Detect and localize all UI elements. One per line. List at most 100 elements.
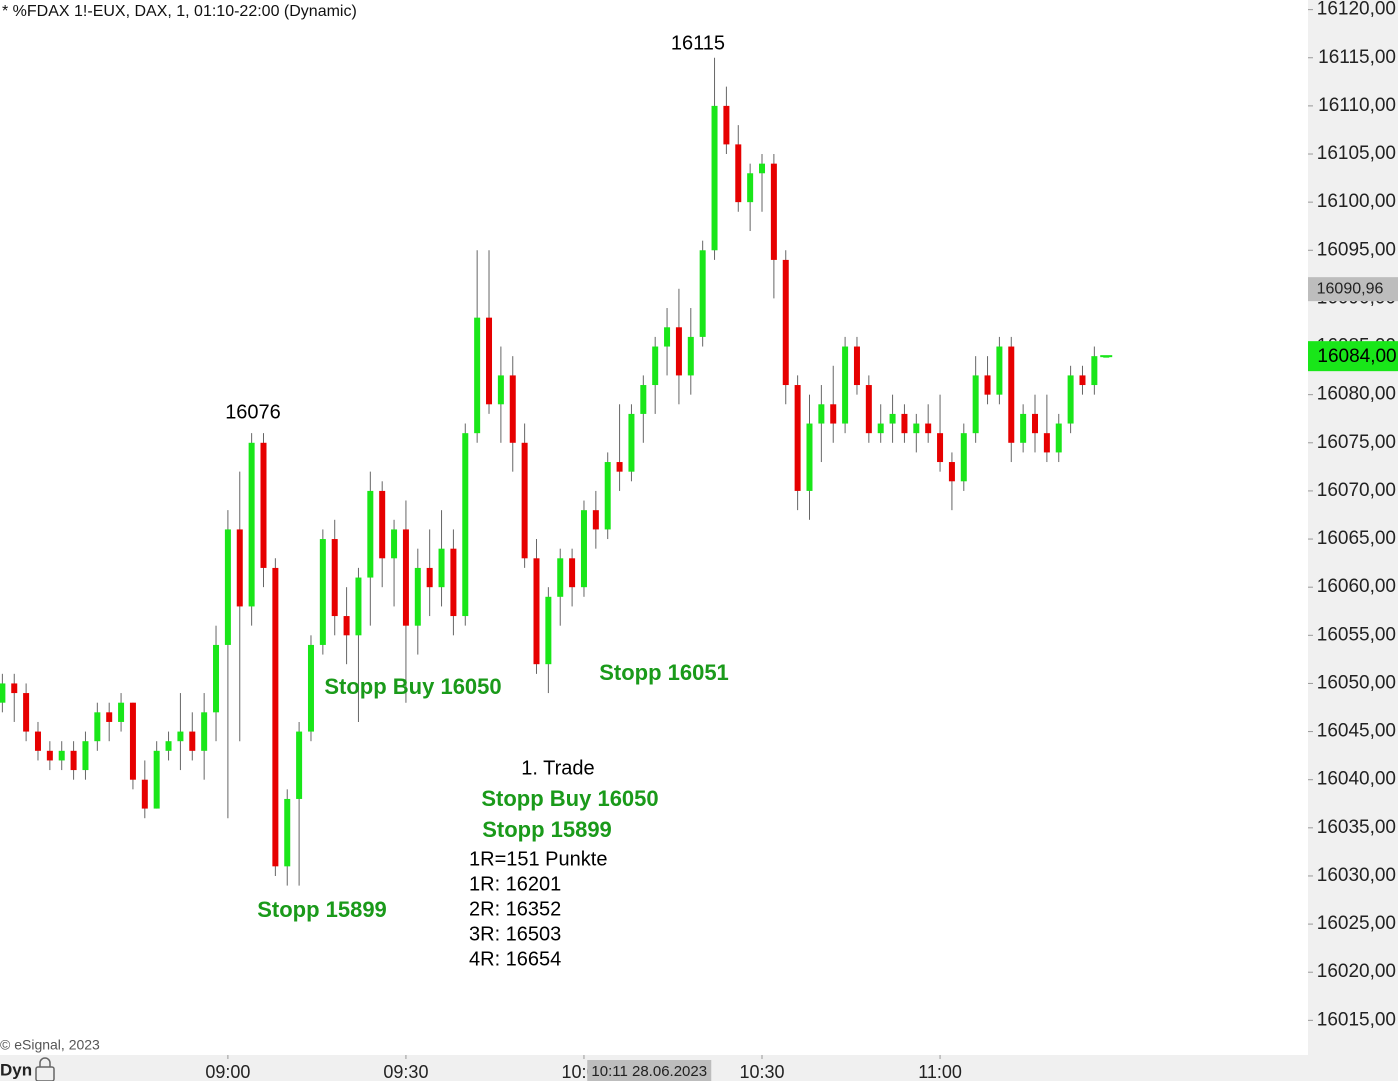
- y-tick-label: 16070,00: [1317, 480, 1396, 501]
- ticks: 16120,00 16115,00 16110,00 16105,00 16100,00…: [205, 0, 1396, 1081]
- candle-body: [1079, 375, 1086, 386]
- annotation: Stopp 16051: [599, 660, 729, 685]
- candle-body: [747, 173, 754, 203]
- candle-body: [1008, 346, 1015, 443]
- x-tick-label: 09:30: [383, 1062, 428, 1081]
- candle-body: [830, 404, 837, 424]
- candle-body: [153, 750, 160, 809]
- candle-body: [201, 712, 208, 751]
- candle-body: [557, 558, 564, 597]
- candle-body: [545, 596, 552, 665]
- candle-body: [248, 442, 255, 607]
- candle-body: [1020, 413, 1027, 443]
- overlay: 16090,96 16084,00 10:11 28.06.2023: [587, 277, 1398, 1081]
- candle-body: [972, 375, 979, 434]
- footer: © eSignal, 2023: [0, 1037, 100, 1053]
- x-tick-label: 09:00: [205, 1062, 250, 1081]
- y-tick-label: 16105,00: [1317, 143, 1396, 164]
- candle-body: [414, 567, 421, 626]
- candle-body: [177, 731, 184, 742]
- candle-body: [794, 385, 801, 491]
- annotation: 16115: [671, 32, 725, 54]
- y-tick-label: 16075,00: [1317, 432, 1396, 453]
- annotation: Stopp Buy 16050: [481, 786, 658, 811]
- y-tick-label: 16040,00: [1317, 769, 1396, 790]
- candle-body: [569, 558, 576, 588]
- y-tick-label: 16095,00: [1317, 239, 1396, 260]
- candle-body: [640, 385, 647, 414]
- candle-body: [521, 442, 528, 559]
- candle-body: [687, 336, 694, 376]
- candle-body: [129, 702, 136, 780]
- candle-body: [901, 413, 908, 434]
- annotation: 1R: 16201: [469, 873, 561, 895]
- candle-body: [141, 779, 148, 809]
- candle-body: [379, 490, 386, 559]
- candle-body: [865, 385, 872, 434]
- candle-body: [486, 317, 493, 405]
- candle-body: [759, 163, 766, 174]
- crosshair-price-box: [1308, 277, 1398, 302]
- candle-body: [616, 462, 623, 472]
- candle-body: [1032, 413, 1039, 434]
- candle-body: [367, 490, 374, 578]
- annotations: 16076 16115 Stopp Buy 16050 Stopp 16051 Stop…: [225, 32, 729, 970]
- y-tick-label: 16115,00: [1318, 47, 1396, 68]
- y-tick-label: 16065,00: [1317, 528, 1396, 549]
- candle-body: [450, 548, 457, 617]
- candle-body: [331, 539, 338, 617]
- y-tick-label: 16110,00: [1318, 95, 1396, 116]
- candle-body: [0, 683, 6, 703]
- price-axis: [1308, 0, 1398, 1081]
- candle-body: [806, 423, 813, 491]
- candle-body: [402, 529, 409, 626]
- candle-body: [307, 644, 314, 732]
- candle-body: [723, 105, 730, 145]
- candle-body: [272, 567, 279, 867]
- candles: [0, 57, 1110, 886]
- last-price-label: 16084,00: [1317, 346, 1396, 367]
- candle-body: [509, 375, 516, 443]
- annotation: Stopp Buy 16050: [324, 674, 501, 699]
- toolbar-label[interactable]: Dyn: [0, 1060, 32, 1079]
- lock-icon[interactable]: [35, 1057, 55, 1081]
- candle-body: [462, 433, 469, 617]
- y-tick-label: 16080,00: [1317, 384, 1396, 405]
- candle-body: [592, 510, 599, 530]
- y-tick-label: 16045,00: [1317, 721, 1396, 742]
- candle-body: [34, 731, 41, 751]
- candle-body: [236, 529, 243, 607]
- crosshair-time-label: 10:11 28.06.2023: [591, 1063, 707, 1080]
- candle-body: [474, 317, 481, 434]
- candle-body: [94, 712, 101, 742]
- y-tick-label: 16020,00: [1317, 961, 1396, 982]
- crosshair-price-label: 16090,96: [1317, 280, 1384, 297]
- candle-body: [782, 259, 789, 386]
- x-tick-label: 11:00: [918, 1062, 962, 1081]
- candle-body: [699, 250, 706, 337]
- candle-body: [165, 741, 172, 751]
- candle-body: [23, 693, 30, 732]
- candle-body: [877, 423, 884, 434]
- candle-body: [11, 683, 18, 694]
- candle-body: [438, 548, 445, 588]
- candle-body: [1091, 356, 1098, 386]
- candle-body: [224, 529, 231, 645]
- candle-body: [735, 144, 742, 203]
- candle-body: [82, 741, 89, 771]
- candle-body: [675, 327, 682, 376]
- candle-body: [533, 558, 540, 665]
- candle-body: [984, 375, 991, 395]
- annotation: 4R: 16654: [469, 948, 561, 970]
- annotation: Stopp 15899: [482, 817, 612, 842]
- candle-body: [46, 750, 53, 761]
- candle-body: [343, 616, 350, 636]
- y-tick-label: 16050,00: [1317, 672, 1396, 693]
- y-tick-label: 16055,00: [1317, 624, 1396, 645]
- candle-body: [58, 750, 65, 761]
- candle-body: [925, 423, 932, 434]
- candle-body: [1043, 433, 1050, 453]
- candle-body: [604, 462, 611, 530]
- candle-body: [853, 346, 860, 386]
